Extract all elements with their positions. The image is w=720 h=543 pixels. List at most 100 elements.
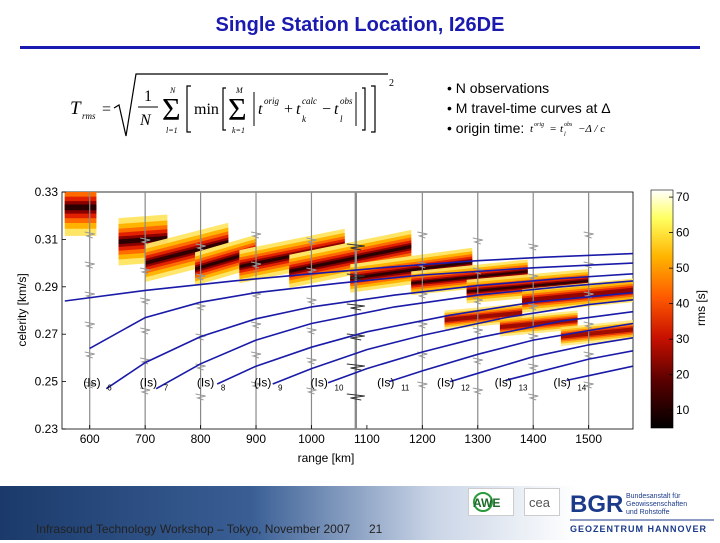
x-tick-label: 1200	[409, 432, 436, 446]
phase-label: (Is)	[377, 375, 394, 389]
svg-text:GEOZENTRUM HANNOVER: GEOZENTRUM HANNOVER	[570, 524, 707, 534]
y-tick-label: 0.31	[35, 232, 59, 246]
phase-label: (Is)	[83, 375, 100, 389]
formula-power: 2	[389, 78, 394, 89]
formula-lhs: T	[70, 98, 82, 119]
footer-text: Infrasound Technology Workshop – Tokyo, …	[36, 522, 351, 536]
colorbar-label: rms [s]	[694, 290, 708, 326]
heatmap-chart: (Is) 6 (Is) 7 (Is) 8 (Is) 9 (Is) 10 (Is) 11 (Is) 12 (I…	[15, 185, 708, 465]
phase-label: (Is)	[553, 375, 570, 389]
sigma-inner-icon: Σ	[228, 91, 247, 127]
y-axis: 0.23 0.25 0.27 0.29 0.31 0.33	[35, 185, 66, 436]
travel-time-curve	[505, 350, 633, 382]
phase-label-sub: 11	[401, 383, 410, 392]
colorbar-tick-label: 10	[676, 403, 690, 417]
waveform-trace	[195, 192, 206, 429]
svg-text:t: t	[334, 101, 339, 118]
x-tick-label: 1500	[575, 432, 602, 446]
travel-time-curve	[388, 322, 633, 383]
svg-text:obs: obs	[340, 96, 353, 106]
phase-label-layer: (Is) 6 (Is) 7 (Is) 8 (Is) 9 (Is) 10 (Is) 11 (Is) 12 (I…	[83, 375, 587, 392]
heat-blob	[522, 278, 633, 313]
phase-label-sub: 10	[335, 383, 344, 392]
svg-text:t: t	[530, 123, 534, 135]
svg-text:−Δ / c: −Δ / c	[578, 123, 605, 135]
svg-text:+: +	[284, 101, 293, 118]
svg-text:AWE: AWE	[473, 496, 500, 510]
y-tick-label: 0.23	[35, 422, 59, 436]
y-tick-label: 0.25	[35, 375, 59, 389]
phase-label-sub: 13	[519, 383, 528, 392]
waveform-trace	[417, 192, 428, 429]
x-axis-label: range [km]	[298, 451, 355, 465]
x-tick-label: 600	[80, 432, 100, 446]
phase-label-sub: 9	[278, 383, 283, 392]
y-tick-label: 0.27	[35, 327, 59, 341]
sqrt-sign	[113, 73, 388, 137]
slide-title: Single Station Location, I26DE	[215, 14, 505, 36]
svg-text:BGR: BGR	[570, 491, 623, 518]
svg-text:und Rohstoffe: und Rohstoffe	[626, 509, 670, 516]
y-tick-label: 0.33	[35, 185, 59, 199]
colorbar-axis: 10 20 30 40 50 60 70	[669, 190, 690, 417]
sigma-outer-icon: Σ	[162, 91, 181, 127]
x-axis: 600 700 800 900 1000 1100 1200 1300 1400 1500	[80, 425, 602, 446]
phase-label: (Is)	[495, 375, 512, 389]
svg-text:t: t	[560, 123, 564, 135]
svg-text:t: t	[258, 101, 263, 118]
formula-frac-num: 1	[144, 88, 152, 105]
formula-lhs-sub: rms	[82, 111, 96, 121]
svg-text:t: t	[296, 101, 301, 118]
page-number: 21	[369, 522, 383, 536]
formula-min: min	[194, 101, 219, 118]
phase-label: (Is)	[311, 375, 328, 389]
formula-equals: =	[102, 101, 111, 118]
phase-label: (Is)	[197, 375, 214, 389]
travel-time-curve	[327, 310, 633, 384]
phase-label-sub: 12	[461, 383, 470, 392]
x-tick-label: 1300	[464, 432, 491, 446]
colorbar-tick-label: 30	[676, 332, 690, 346]
svg-text:orig: orig	[264, 96, 280, 106]
phase-label-sub: 7	[164, 383, 169, 392]
heat-layer	[64, 192, 633, 347]
x-tick-label: 800	[191, 432, 211, 446]
waveform-trace	[306, 192, 317, 429]
travel-time-curve	[216, 291, 633, 385]
colorbar-tick-label: 40	[676, 297, 690, 311]
phase-label: (Is)	[140, 375, 157, 389]
bgr-logo: BGR Bundesanstalt für Geowissenschaften …	[568, 486, 718, 538]
colorbar-tick-label: 60	[676, 226, 690, 240]
svg-text:k: k	[302, 114, 307, 124]
formula-sum-outer-bottom: l=1	[166, 126, 178, 135]
formula-sum-inner-top: M	[235, 86, 244, 95]
heat-blob	[64, 192, 97, 236]
svg-text:l: l	[340, 114, 343, 124]
travel-time-curve	[566, 365, 633, 382]
phase-label-sub: 8	[221, 383, 226, 392]
phase-label-sub: 6	[107, 383, 112, 392]
footer-band	[0, 486, 720, 540]
svg-text:obs: obs	[564, 122, 573, 128]
formula-frac-den: N	[139, 112, 152, 129]
x-tick-label: 700	[135, 432, 155, 446]
formula-sum-outer-top: N	[169, 86, 176, 95]
bullet-item: • origin time: t orig = t obs l −Δ / c	[447, 118, 640, 138]
colorbar	[650, 189, 674, 429]
travel-time-curve	[64, 252, 633, 302]
colorbar-tick-label: 50	[676, 261, 690, 275]
svg-text:calc: calc	[302, 96, 317, 106]
title-underline	[20, 46, 700, 49]
travel-time-curve	[89, 262, 633, 350]
bullet-item: • N observations	[447, 80, 550, 96]
rms-formula: T rms = 2 1 N N Σ l=1 min M Σ k=1 t orig…	[70, 73, 394, 137]
phase-label: (Is)	[437, 375, 454, 389]
heat-blob	[145, 222, 229, 283]
y-tick-label: 0.29	[35, 280, 59, 294]
travel-time-curve	[449, 337, 633, 383]
colorbar-tick-label: 20	[676, 368, 690, 382]
svg-text:Bundesanstalt für: Bundesanstalt für	[626, 493, 681, 500]
curve-layer	[64, 252, 633, 390]
x-tick-label: 900	[246, 432, 266, 446]
travel-time-curve	[272, 299, 633, 385]
